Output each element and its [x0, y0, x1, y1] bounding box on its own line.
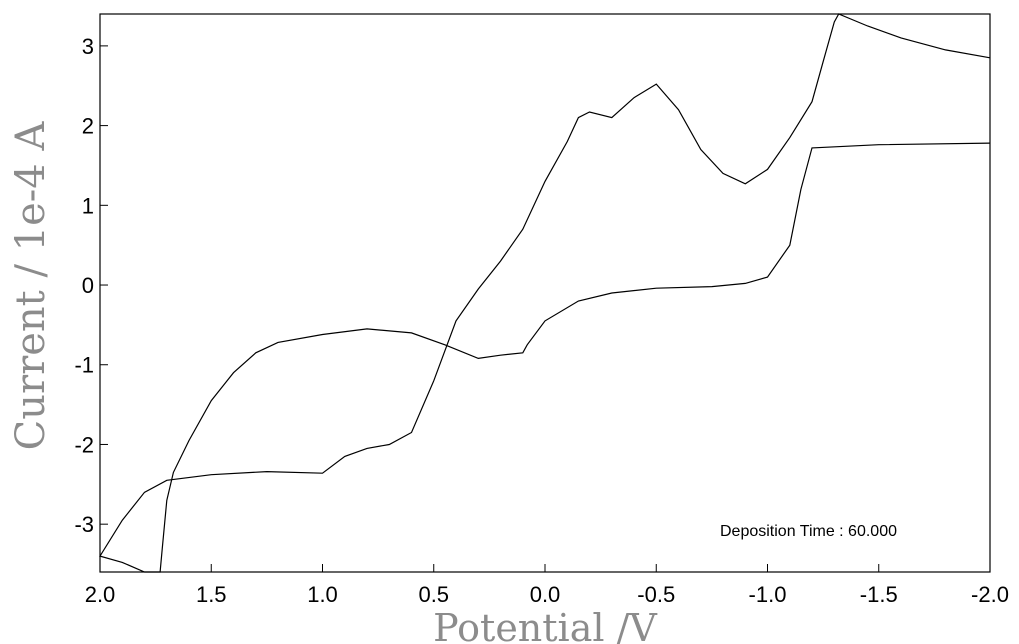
y-tick-label: 2 — [82, 114, 94, 139]
x-tick-label: -2.0 — [971, 582, 1009, 607]
deposition-time-annotation: Deposition Time : 60.000 — [720, 523, 897, 540]
x-tick-label: 2.0 — [85, 582, 116, 607]
x-tick-label: 1.0 — [307, 582, 338, 607]
x-axis-ticks: 2.0 1.5 1.0 0.5 0.0 -0.5 -1.0 -1.5 -2.0 — [85, 564, 1009, 607]
y-tick-label: -3 — [74, 512, 94, 537]
plot-frame — [99, 13, 991, 573]
x-tick-label: -1.5 — [860, 582, 898, 607]
y-tick-label: -2 — [74, 432, 94, 457]
y-tick-label: 1 — [82, 193, 94, 218]
series-line — [99, 13, 991, 573]
x-tick-label: 1.5 — [196, 582, 227, 607]
x-tick-label: -1.0 — [749, 582, 787, 607]
y-axis-label: Current / 1e-4 A — [8, 121, 54, 451]
x-tick-label: 0.5 — [418, 582, 449, 607]
x-tick-label: 0.0 — [530, 582, 561, 607]
x-axis-label: Potential /V — [433, 606, 657, 644]
y-tick-label: -1 — [74, 353, 94, 378]
x-tick-label: -0.5 — [637, 582, 675, 607]
y-axis-ticks: 3 2 1 0 -1 -2 -3 — [74, 34, 108, 537]
y-tick-label: 0 — [82, 273, 94, 298]
y-tick-label: 3 — [82, 34, 94, 59]
